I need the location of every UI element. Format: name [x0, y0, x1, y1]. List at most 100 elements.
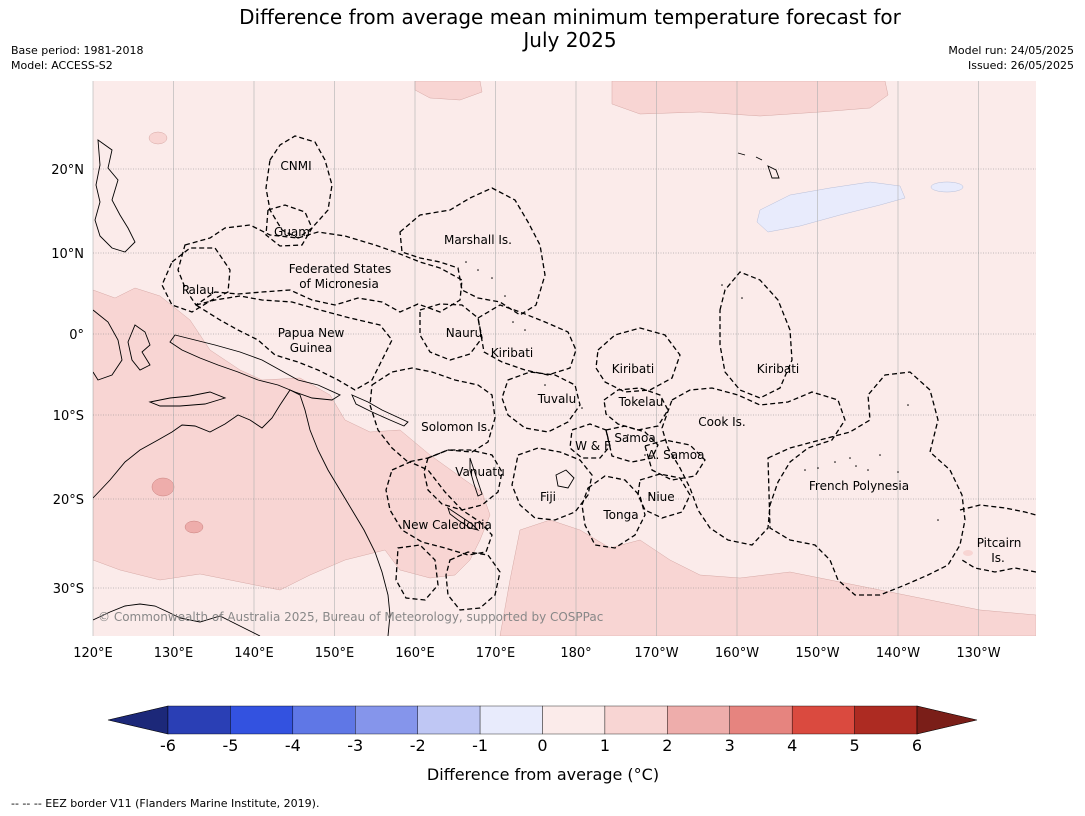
lon-label: 120°E [73, 646, 113, 661]
gridlines [92, 81, 1036, 636]
colorbar: -6 -5 -4 -3 -2 -1 0 1 2 3 4 5 6 [107, 705, 978, 755]
label-french-polynesia: French Polynesia [809, 479, 909, 493]
eez-kiribati-west [477, 304, 577, 376]
eez-fiji [511, 447, 593, 521]
eez-fsm [177, 224, 463, 313]
colorbar-segment [417, 705, 481, 735]
anomaly-patch-cool [930, 181, 964, 193]
lon-label: 170°W [634, 646, 678, 661]
colorbar-tick: -3 [347, 736, 363, 755]
anomaly-patch-1 [148, 131, 168, 145]
eez-norfolk [395, 544, 439, 601]
label-nauru: Nauru [446, 326, 482, 340]
anomaly-region-west [93, 287, 491, 591]
anomaly-patch-strong-1 [151, 477, 175, 497]
eez-wallis [569, 423, 611, 459]
eez-palau [161, 247, 231, 313]
label-marshall: Marshall Is. [444, 233, 512, 247]
label-fsm-1: Federated States [289, 262, 391, 276]
label-fsm-2: of Micronesia [299, 277, 379, 291]
title-line-1: Difference from average mean minimum tem… [239, 5, 901, 29]
colorbar-tick: 4 [787, 736, 797, 755]
label-fiji: Fiji [540, 490, 556, 504]
footnote: -- -- -- EEZ border V11 (Flanders Marine… [11, 797, 320, 810]
colorbar-tick: -1 [472, 736, 488, 755]
coast-australia [93, 389, 391, 636]
label-kiribati-west: Kiribati [491, 346, 533, 360]
lon-label: 160°E [395, 646, 435, 661]
anomaly-patch-2 [963, 550, 973, 556]
colorbar-segment [542, 705, 606, 735]
coast-philippines [94, 139, 136, 253]
label-guam: Guam [274, 225, 310, 239]
region-labels: CNMI Guam Marshall Is. Federated States … [182, 159, 1021, 565]
lat-label: 10°S [53, 409, 84, 424]
lon-label: 140°E [234, 646, 274, 661]
label-png-2: Guinea [290, 341, 333, 355]
eez-tokelau [603, 387, 669, 431]
coast-solomons [351, 394, 409, 427]
lon-label: 160°W [715, 646, 759, 661]
island-dots [465, 261, 939, 521]
label-pitcairn-2: Is. [991, 551, 1005, 565]
eez-nauru [419, 303, 483, 361]
lon-label: 140°W [876, 646, 920, 661]
colorbar-tick: -5 [222, 736, 238, 755]
label-kiribati-east: Kiribati [757, 362, 799, 376]
coast-australia-south [93, 603, 261, 636]
eez-niue [637, 473, 691, 519]
lat-label: 20°N [51, 163, 84, 178]
colorbar-tick: 5 [849, 736, 859, 755]
coast-vanuatu [469, 457, 483, 497]
coast-hawaii [737, 152, 780, 179]
eez-tonga [581, 475, 646, 549]
anomaly-region-south [499, 519, 1036, 636]
colorbar-segment [729, 705, 793, 735]
label-cnmi: CNMI [280, 159, 311, 173]
eez-am-samoa [644, 439, 706, 481]
label-png-1: Papua New [278, 326, 345, 340]
colorbar-tick: -2 [410, 736, 426, 755]
lon-label: 170°E [476, 646, 516, 661]
colorbar-tick: 2 [662, 736, 672, 755]
eez-tuvalu [501, 371, 581, 433]
eez-png [194, 295, 393, 391]
copyright-notice: © Commonwealth of Australia 2025, Bureau… [98, 610, 603, 624]
label-pitcairn-1: Pitcairn [977, 536, 1022, 550]
model-run: Model run: 24/05/2025 [948, 44, 1074, 57]
title-line-2: July 2025 [523, 28, 617, 52]
colorbar-tick: 6 [912, 736, 922, 755]
lon-label: 130°E [154, 646, 194, 661]
colorbar-segment [604, 705, 668, 735]
eez-solomon [369, 367, 496, 463]
coast-sulawesi [127, 324, 151, 371]
label-tokelau: Tokelau [618, 395, 664, 409]
anomaly-shading [93, 81, 1036, 636]
anomaly-region-north [611, 81, 889, 117]
label-new-caledonia: New Caledonia [402, 518, 492, 532]
eez-guam [265, 204, 313, 247]
colorbar-segment [854, 705, 918, 735]
eez-new-caledonia [385, 461, 493, 556]
label-kiribati-central: Kiribati [612, 362, 654, 376]
label-vanuatu: Vanuatu [455, 465, 505, 479]
lat-label: 30°S [53, 582, 84, 597]
label-tuvalu: Tuvalu [537, 392, 577, 406]
eez-cook [661, 387, 846, 546]
eez-borders [161, 135, 1036, 611]
issued-date: Issued: 26/05/2025 [967, 59, 1074, 72]
colorbar-segment [167, 705, 231, 735]
anomaly-patch-strong-2 [184, 520, 204, 534]
colorbar-segment [355, 705, 418, 735]
lat-label: 10°N [51, 247, 84, 262]
label-samoa: Samoa [614, 431, 655, 445]
anomaly-region-cool [756, 181, 906, 233]
colorbar-segment [479, 705, 543, 735]
colorbar-tick: -4 [285, 736, 301, 755]
coast-borneo [93, 309, 123, 381]
base-period: Base period: 1981-2018 [11, 44, 144, 57]
label-cook: Cook Is. [698, 415, 745, 429]
eez-pitcairn [959, 504, 1036, 573]
meta-right: Model run: 24/05/2025 Issued: 26/05/2025 [948, 43, 1074, 73]
